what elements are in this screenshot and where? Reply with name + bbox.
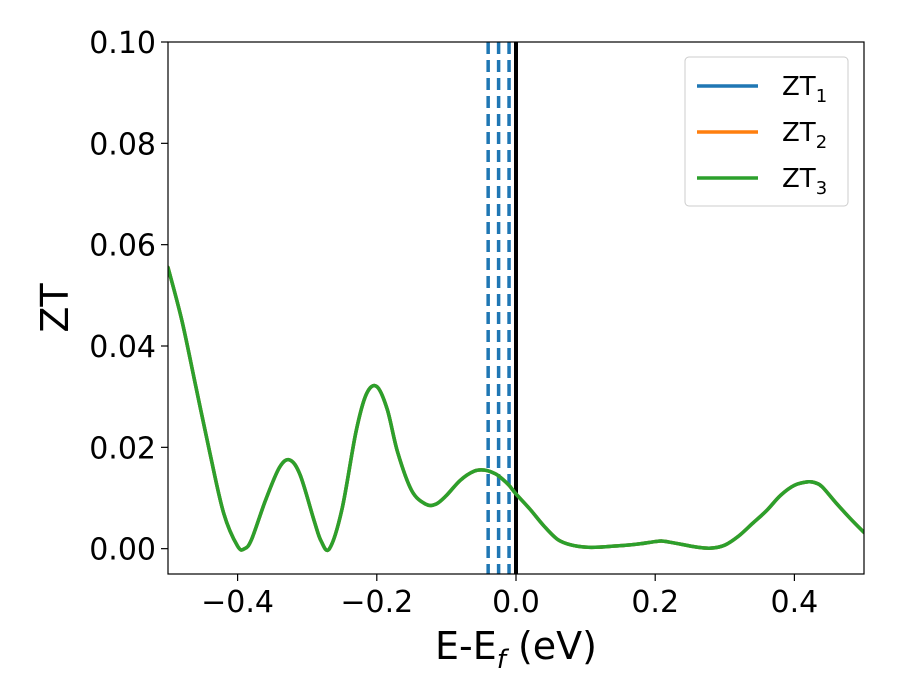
x-axis-ticks: −0.4 −0.2 0.0 0.2 0.4 — [201, 574, 818, 620]
y-tick-label: 0.08 — [89, 127, 156, 162]
x-tick-label: −0.2 — [340, 585, 413, 620]
y-tick-label: 0.06 — [89, 229, 156, 264]
y-tick-label: 0.04 — [89, 330, 156, 365]
x-tick-label: 0.4 — [771, 585, 819, 620]
x-tick-label: −0.4 — [201, 585, 274, 620]
legend-label-zt2: ZT2 — [782, 118, 827, 153]
y-axis-ticks: 0.00 0.02 0.04 0.06 0.08 0.10 — [89, 26, 168, 568]
legend-box — [684, 56, 849, 207]
x-axis-label-unit: (eV) — [506, 624, 597, 668]
x-tick-label: 0.2 — [631, 585, 679, 620]
y-tick-label: 0.00 — [89, 533, 156, 568]
series-lines — [168, 265, 864, 553]
x-axis-label: E-Ef (eV) — [435, 624, 597, 675]
y-tick-label: 0.10 — [89, 26, 156, 61]
x-tick-label: 0.0 — [492, 585, 540, 620]
legend: ZT1 ZT2 ZT3 — [684, 56, 849, 207]
y-axis-label: ZT — [33, 283, 77, 333]
legend-label-zt3: ZT3 — [782, 164, 827, 199]
series-line-zt3 — [168, 265, 864, 553]
x-axis-label-main: E-E — [435, 624, 497, 668]
legend-label-zt1: ZT1 — [782, 72, 827, 107]
y-tick-label: 0.02 — [89, 431, 156, 466]
